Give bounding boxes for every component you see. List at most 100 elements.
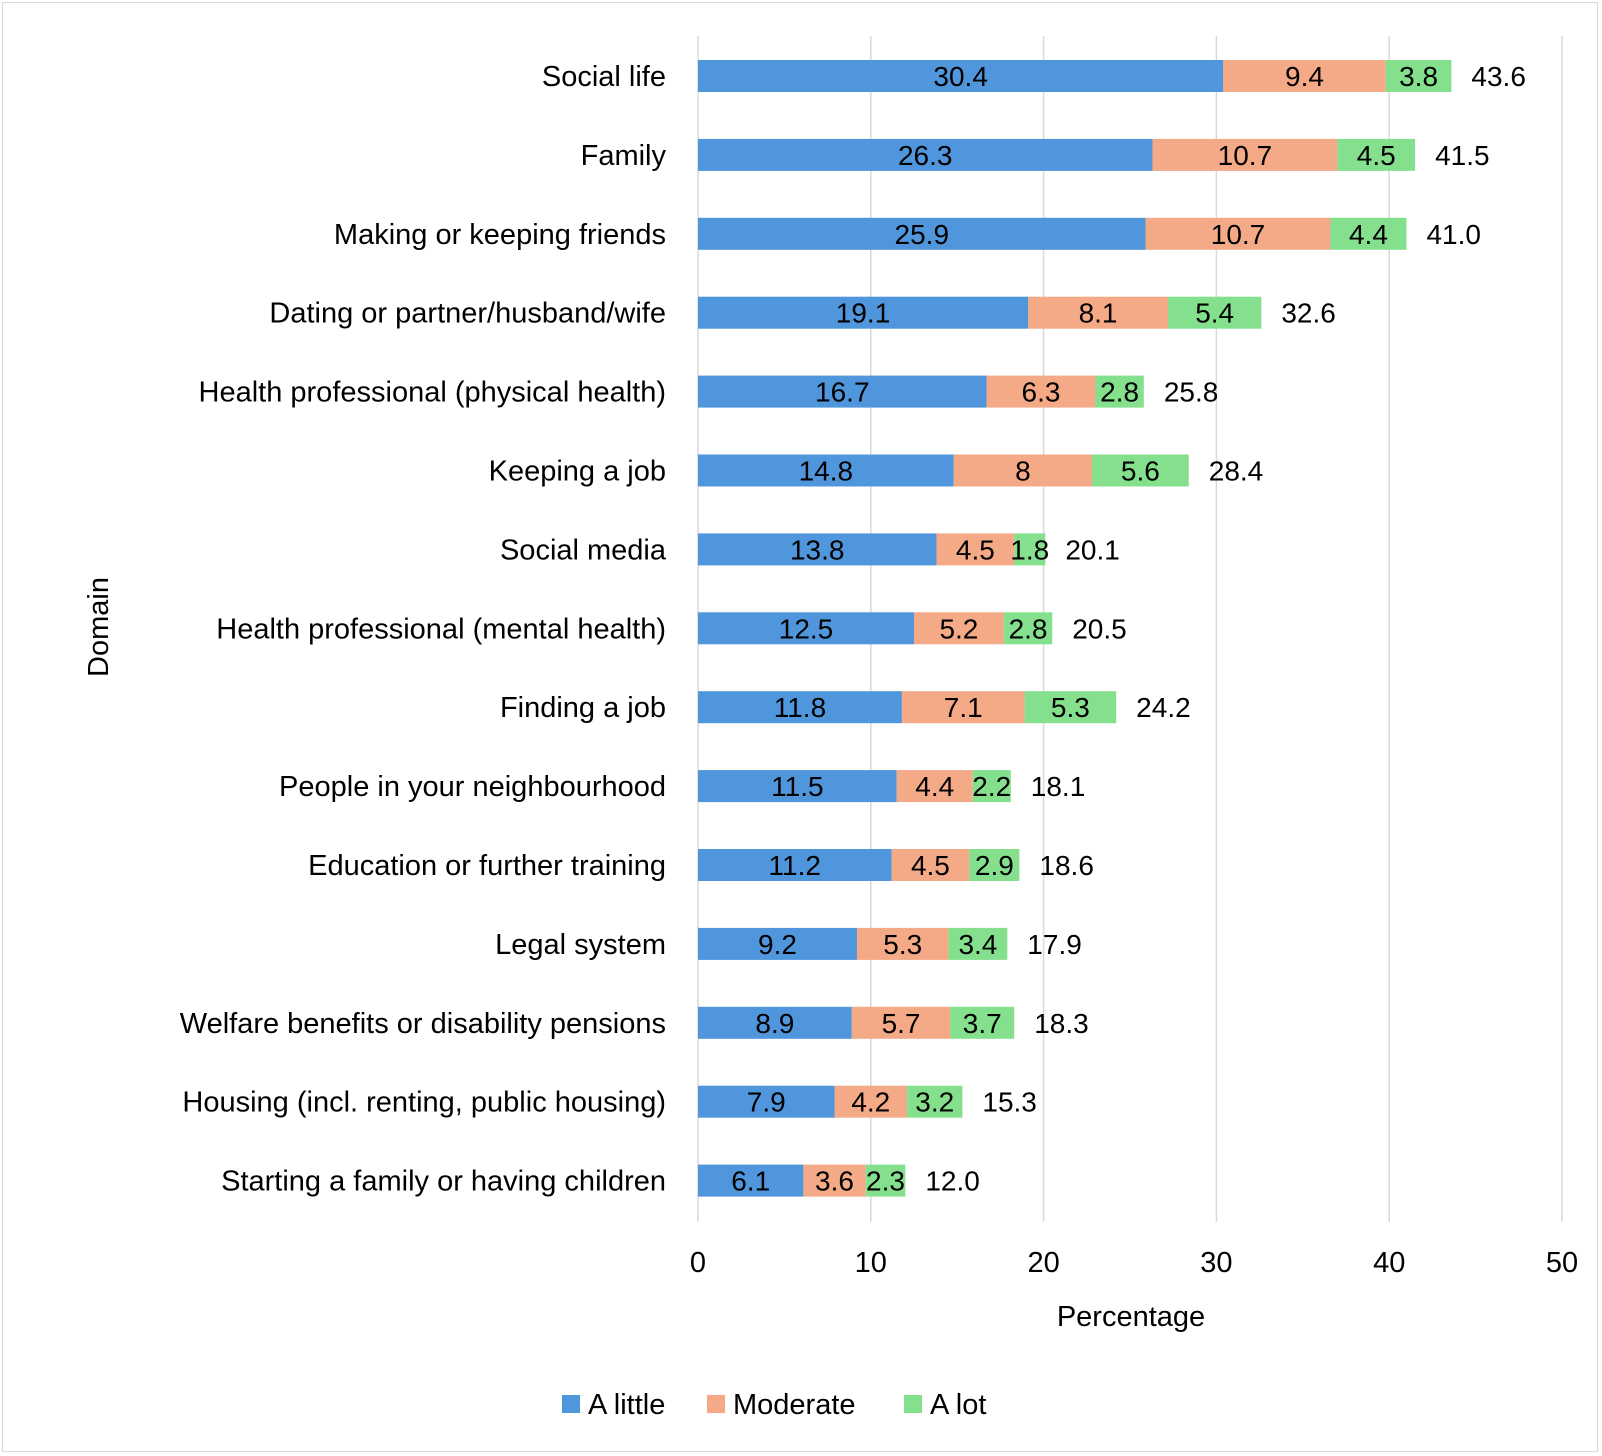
- legend-item-a-little: A little: [562, 1389, 665, 1421]
- segment-value-label: 2.8: [1100, 377, 1139, 408]
- segment-value-label: 11.2: [769, 850, 821, 881]
- segment-value-label: 7.9: [747, 1087, 786, 1118]
- segment-value-label: 11.5: [771, 771, 823, 802]
- segment-value-label: 2.3: [866, 1166, 905, 1197]
- category-label: Making or keeping friends: [334, 219, 666, 251]
- bar-segment-moderate: [1223, 60, 1386, 92]
- bar-segment-a-little: [698, 612, 914, 645]
- segment-value-label: 5.2: [939, 613, 978, 644]
- segment-value-label: 3.2: [915, 1087, 954, 1118]
- total-value-label: 15.3: [982, 1087, 1037, 1118]
- category-label: Keeping a job: [489, 456, 666, 488]
- bar-segment-moderate: [891, 849, 970, 881]
- bar-segment-a-lot: [1003, 612, 1053, 645]
- segment-value-label: 4.4: [915, 771, 954, 802]
- total-value-label: 32.6: [1281, 298, 1336, 329]
- bar-segment-a-little: [698, 454, 954, 487]
- x-tick-label: 40: [1373, 1247, 1405, 1279]
- segment-value-label: 2.8: [1009, 613, 1048, 644]
- x-axis-title: Percentage: [1057, 1301, 1205, 1333]
- category-label: Education or further training: [308, 850, 666, 882]
- category-label: People in your neighbourhood: [279, 771, 666, 803]
- y-axis-title: Domain: [83, 577, 115, 677]
- bar-segment-moderate: [834, 1085, 908, 1118]
- segment-value-label: 4.5: [1357, 140, 1396, 171]
- segment-value-label: 4.4: [1349, 219, 1388, 250]
- bar-segment-a-lot: [950, 1006, 1015, 1039]
- category-label: Finding a job: [500, 692, 666, 724]
- category-label: Housing (incl. renting, public housing): [182, 1087, 666, 1119]
- legend-item-moderate: Moderate: [707, 1389, 856, 1421]
- x-tick-label: 10: [855, 1247, 887, 1279]
- segment-value-label: 8.9: [755, 1008, 794, 1039]
- bar-segment-moderate: [856, 927, 949, 960]
- total-value-label: 20.1: [1065, 534, 1120, 565]
- bar-segment-a-lot: [1091, 454, 1189, 487]
- total-value-label: 18.3: [1034, 1008, 1089, 1039]
- segment-value-label: 19.1: [836, 298, 891, 329]
- segment-value-label: 3.7: [963, 1008, 1002, 1039]
- legend-swatch: [904, 1395, 922, 1413]
- category-label: Health professional (mental health): [216, 613, 666, 645]
- bar-segment-a-little: [698, 927, 857, 960]
- segment-value-label: 8: [1015, 456, 1031, 487]
- total-value-label: 17.9: [1027, 929, 1082, 960]
- segment-value-label: 5.3: [1051, 692, 1090, 723]
- segment-value-label: 3.6: [815, 1166, 854, 1197]
- bar-segment-a-lot: [1385, 60, 1452, 92]
- category-labels: Social life Family Making or keeping frien…: [180, 61, 667, 1198]
- legend-swatch: [707, 1395, 725, 1413]
- segment-value-label: 3.4: [958, 929, 997, 960]
- segment-value-label: 2.2: [972, 771, 1011, 802]
- category-label: Health professional (physical health): [199, 377, 666, 409]
- x-tick-label: 50: [1546, 1247, 1578, 1279]
- bar-segment-a-little: [698, 849, 892, 881]
- legend-label: Moderate: [733, 1389, 856, 1421]
- bar-segment-a-lot: [1337, 138, 1416, 171]
- bar-segment-moderate: [1028, 296, 1169, 329]
- segment-value-label: 9.4: [1285, 61, 1324, 92]
- legend-label: A little: [588, 1389, 665, 1421]
- category-label: Social life: [542, 61, 666, 93]
- total-value-label: 43.6: [1471, 61, 1526, 92]
- bar-segment-a-little: [698, 217, 1146, 250]
- bar-segment-a-lot: [948, 927, 1008, 960]
- bar-segment-a-little: [698, 60, 1224, 92]
- segment-value-label: 3.8: [1399, 61, 1438, 92]
- total-value-label: 41.5: [1435, 140, 1490, 171]
- legend: A little Moderate A lot: [562, 1389, 986, 1421]
- segment-value-label: 14.8: [799, 456, 854, 487]
- x-tick-labels: 0 10 20 30 40 50: [690, 1247, 1578, 1279]
- bar-segment-moderate: [896, 770, 973, 803]
- segment-value-label: 4.5: [911, 850, 950, 881]
- bar-segment-a-little: [698, 770, 897, 803]
- segment-value-label: 5.7: [882, 1008, 921, 1039]
- bar-segment-a-little: [698, 691, 902, 724]
- bar-segment-a-lot: [1014, 533, 1046, 566]
- bar-segment-a-lot: [969, 849, 1020, 881]
- category-label: Welfare benefits or disability pensions: [180, 1008, 666, 1040]
- bars: 30.4 9.4 3.8 43.6 26.3 10.7 4.5 41.5 25.9 10.7 4.4…: [698, 60, 1526, 1197]
- bar-segment-a-little: [698, 1164, 804, 1197]
- segment-value-label: 30.4: [933, 61, 988, 92]
- bar-segment-a-lot: [907, 1085, 963, 1118]
- total-value-label: 20.5: [1072, 613, 1127, 644]
- category-label: Dating or partner/husband/wife: [269, 298, 666, 330]
- x-tick-label: 30: [1200, 1247, 1232, 1279]
- x-tick-label: 0: [690, 1247, 706, 1279]
- bar-segment-a-lot: [1095, 375, 1144, 408]
- bar-segment-moderate: [986, 375, 1096, 408]
- total-value-label: 24.2: [1136, 692, 1191, 723]
- segment-value-label: 6.1: [731, 1166, 770, 1197]
- bar-segment-a-little: [698, 1006, 852, 1039]
- bar-segment-a-lot: [1024, 691, 1117, 724]
- bar-segment-moderate: [1145, 217, 1331, 250]
- bar-segment-moderate: [953, 454, 1092, 487]
- segment-value-label: 4.5: [956, 534, 995, 565]
- bar-segment-moderate: [914, 612, 1004, 645]
- bar-segment-moderate: [803, 1164, 866, 1197]
- segment-value-label: 13.8: [790, 534, 845, 565]
- segment-value-label: 26.3: [898, 140, 953, 171]
- total-value-label: 41.0: [1426, 219, 1481, 250]
